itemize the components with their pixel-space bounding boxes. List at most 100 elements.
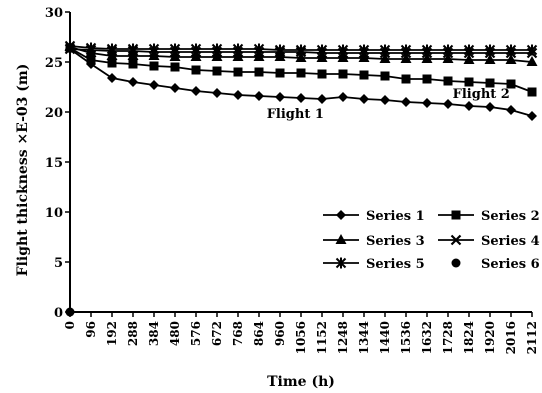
- legend-label: Series 4: [481, 234, 540, 249]
- series-1-point: [170, 83, 180, 93]
- series-2-point: [506, 79, 516, 89]
- y-tick-label: 30: [45, 6, 63, 21]
- legend-label: Series 5: [366, 257, 425, 272]
- series-1-point: [128, 77, 138, 87]
- series-3-point: [379, 53, 391, 63]
- series-2-point: [254, 67, 264, 77]
- series-5-point: [526, 44, 538, 56]
- x-tick-label: 1536: [399, 321, 413, 354]
- x-tick-label: 1728: [441, 321, 455, 354]
- series-3-point: [253, 51, 265, 61]
- series-3-point: [337, 52, 349, 62]
- series-3-point: [463, 54, 475, 64]
- series-2-point: [128, 59, 138, 69]
- legend-label: Series 6: [481, 257, 540, 272]
- y-axis-title: Flight thickness ×E-03 (m): [15, 64, 31, 277]
- series-3-point: [526, 56, 538, 66]
- series-2-point: [170, 62, 180, 72]
- series-3-point: [127, 50, 139, 60]
- series-1-point: [422, 98, 432, 108]
- series-5-point: [358, 44, 370, 56]
- legend-label: Series 3: [366, 234, 425, 249]
- series-2-point: [359, 70, 369, 80]
- legend-item-1: Series 1: [323, 209, 425, 224]
- series-3-point: [232, 51, 244, 61]
- series-1-point: [338, 92, 348, 102]
- series-1-point: [527, 111, 537, 121]
- series-2-point: [149, 61, 159, 71]
- legend-item-6: Series 6: [451, 257, 540, 272]
- series-3-point: [484, 54, 496, 64]
- series-2-point: [401, 74, 411, 84]
- series-3-point: [211, 51, 223, 61]
- x-tick-label: 672: [210, 321, 224, 346]
- y-tick-label: 5: [54, 256, 63, 271]
- series-1-point: [380, 95, 390, 105]
- legend-marker: [336, 210, 346, 220]
- x-tick-label: 1920: [483, 321, 497, 354]
- y-tick-label: 25: [45, 56, 63, 71]
- series-2-point: [485, 78, 495, 88]
- series-2-point: [338, 69, 348, 79]
- x-tick-label: 2112: [525, 321, 539, 354]
- series-3-point: [295, 52, 307, 62]
- series-2-point: [191, 65, 201, 75]
- series-2-point: [275, 68, 285, 78]
- x-tick-label: 480: [168, 321, 182, 346]
- series-layer: [64, 40, 538, 317]
- legend: Series 1 Series 2 Series 3 Series 4 Series 5…: [323, 209, 540, 272]
- series-2-point: [86, 55, 96, 65]
- series-1-point: [359, 94, 369, 104]
- legend-marker: [335, 234, 347, 244]
- series-2-point: [233, 67, 243, 77]
- series-6: [65, 307, 75, 317]
- series-1-point: [233, 90, 243, 100]
- x-tick-label: 768: [231, 321, 245, 346]
- legend-marker: [450, 234, 462, 246]
- y-tick-label: 20: [45, 106, 63, 121]
- x-tick-label: 1248: [336, 321, 350, 354]
- legend-label: Series 1: [366, 209, 425, 224]
- series-1-point: [401, 97, 411, 107]
- x-tick-label: 1824: [462, 321, 476, 354]
- series-5-point: [127, 43, 139, 55]
- x-tick-label: 960: [273, 321, 287, 346]
- series-5-point: [442, 44, 454, 56]
- series-5-point: [253, 43, 265, 55]
- series-2-point: [380, 71, 390, 81]
- x-tick-label: 1344: [357, 321, 371, 354]
- x-tick-label: 1152: [315, 321, 329, 354]
- series-2-point: [422, 74, 432, 84]
- series-3-point: [274, 51, 286, 61]
- legend-marker: [451, 210, 461, 220]
- x-tick-label: 1632: [420, 321, 434, 354]
- series-5-point: [190, 43, 202, 55]
- x-tick-label: 288: [126, 321, 140, 346]
- x-tick-label: 1440: [378, 321, 392, 354]
- x-tick-label: 96: [84, 321, 98, 338]
- series-2-point: [527, 87, 537, 97]
- series-3-point: [442, 53, 454, 63]
- series-2-point: [212, 66, 222, 76]
- series-2-point: [317, 69, 327, 79]
- legend-marker: [451, 258, 461, 268]
- series-1-point: [443, 99, 453, 109]
- x-tick-label: 2016: [504, 321, 518, 354]
- series-3-point: [148, 50, 160, 60]
- series-1-point: [149, 80, 159, 90]
- series-3-point: [400, 53, 412, 63]
- x-tick-label: 0: [63, 321, 77, 329]
- series-1-point: [485, 102, 495, 112]
- legend-marker: [335, 257, 347, 269]
- legend-item-2: Series 2: [438, 209, 540, 224]
- legend-item-5: Series 5: [323, 257, 425, 272]
- legend-label: Series 2: [481, 209, 540, 224]
- series-1: [65, 44, 537, 121]
- series-5-point: [211, 43, 223, 55]
- series-2-point: [296, 68, 306, 78]
- x-tick-label: 864: [252, 321, 266, 346]
- series-1-point: [107, 73, 117, 83]
- series-3-point: [316, 52, 328, 62]
- annotations: Flight 1 Flight 2: [267, 87, 510, 122]
